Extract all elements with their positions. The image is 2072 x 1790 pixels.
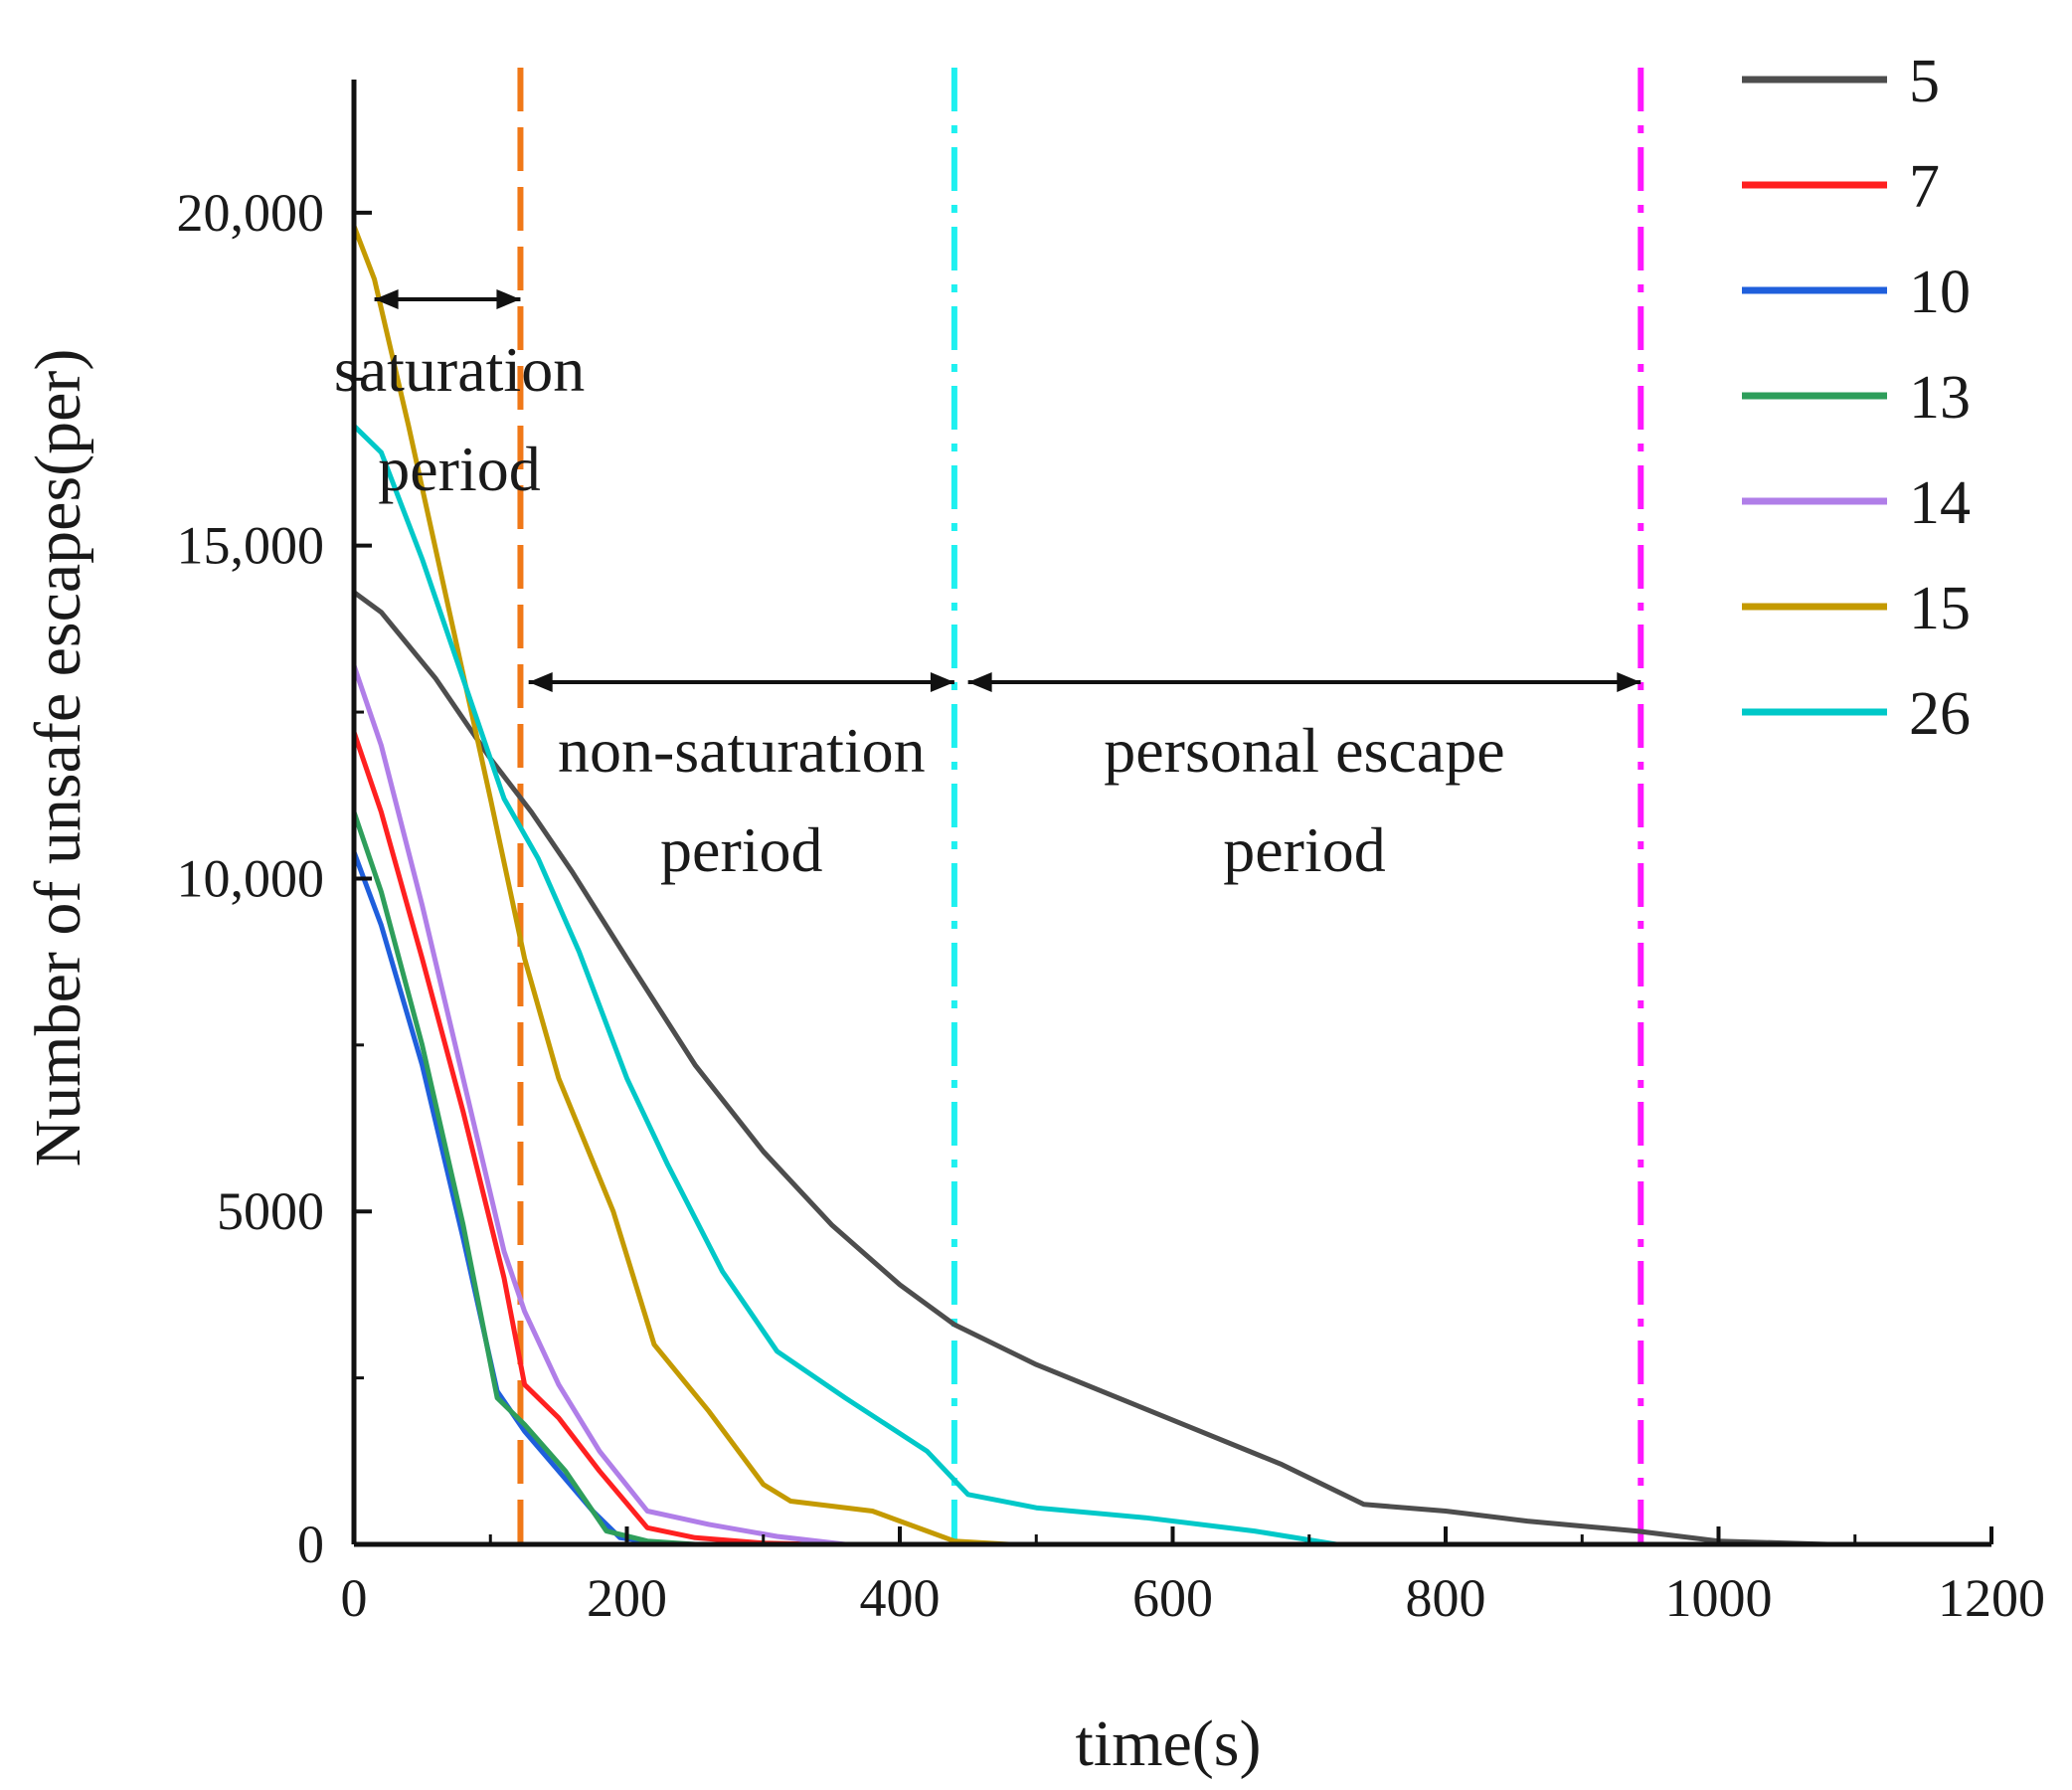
x-tick-label: 0 bbox=[341, 1568, 368, 1628]
y-axis-title: Number of unsafe escapes(per) bbox=[22, 349, 94, 1167]
legend-label-5: 5 bbox=[1909, 48, 1940, 115]
x-axis-title: time(s) bbox=[1076, 1707, 1262, 1780]
legend-label-15: 15 bbox=[1909, 575, 1971, 642]
series-line-5 bbox=[352, 590, 1828, 1547]
series-line-14 bbox=[351, 664, 846, 1547]
series-line-10 bbox=[351, 850, 669, 1547]
annotation-label: period bbox=[660, 814, 823, 885]
annotation-label: period bbox=[1223, 814, 1386, 885]
annotation-arrowhead-right bbox=[1617, 671, 1641, 692]
legend-label-10: 10 bbox=[1909, 259, 1971, 326]
annotation-arrowhead-left bbox=[967, 671, 992, 692]
axes: 0 200 400 600 800 1000 1200 0 5000 10,000 15,000 20… bbox=[177, 80, 2045, 1628]
x-tick-label: 800 bbox=[1406, 1568, 1486, 1628]
annotation-arrowhead-left bbox=[528, 671, 553, 692]
annotation-label: non-saturation bbox=[558, 715, 926, 786]
series-line-26 bbox=[352, 424, 1337, 1547]
y-tick-label: 0 bbox=[297, 1515, 324, 1574]
legend-label-14: 14 bbox=[1909, 469, 1971, 537]
series-line-15 bbox=[351, 225, 1009, 1547]
annotation-label: period bbox=[378, 434, 541, 504]
series-line-7 bbox=[351, 731, 818, 1547]
legend-label-13: 13 bbox=[1909, 364, 1971, 432]
x-tick-label: 1200 bbox=[1938, 1568, 2045, 1628]
y-tick-label: 10,000 bbox=[177, 848, 325, 908]
y-tick-label: 5000 bbox=[217, 1181, 324, 1241]
series-lines bbox=[351, 225, 1828, 1547]
x-tick-label: 200 bbox=[587, 1568, 667, 1628]
legend-label-7: 7 bbox=[1909, 153, 1940, 221]
annotation-arrowhead-left bbox=[374, 288, 399, 309]
annotation-label: personal escape bbox=[1104, 715, 1504, 786]
period-annotations: saturation period non-saturation period pers… bbox=[334, 288, 1641, 885]
period-divider-lines bbox=[517, 68, 1644, 1544]
x-tick-label: 600 bbox=[1132, 1568, 1213, 1628]
legend-label-26: 26 bbox=[1909, 680, 1971, 748]
x-tick-label: 400 bbox=[860, 1568, 941, 1628]
legend: 5 7 10 13 14 15 26 bbox=[1742, 48, 1971, 748]
annotation-label: saturation bbox=[334, 334, 585, 405]
y-tick-label: 20,000 bbox=[177, 183, 325, 243]
x-tick-label: 1000 bbox=[1665, 1568, 1773, 1628]
annotation-arrowhead-right bbox=[930, 671, 954, 692]
annotation-arrowhead-right bbox=[496, 288, 521, 309]
y-tick-label: 15,000 bbox=[177, 516, 325, 576]
